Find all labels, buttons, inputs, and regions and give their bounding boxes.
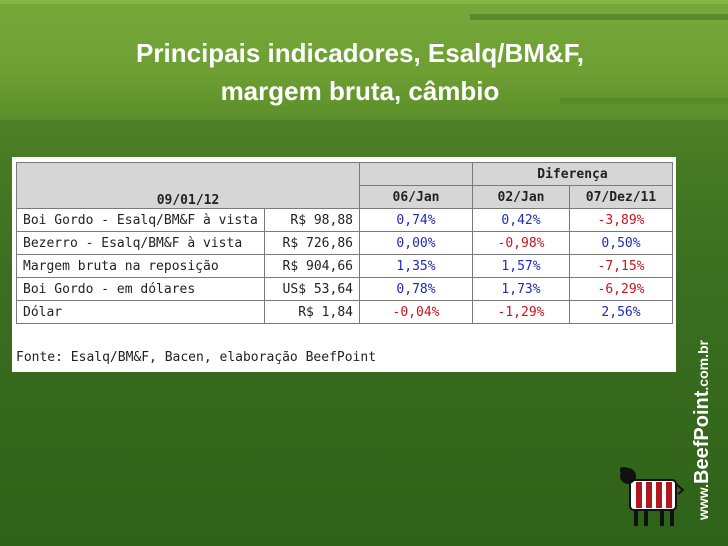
date-header: 09/01/12 xyxy=(16,162,360,209)
table-row: Margem bruta na reposição R$ 904,66 1,35… xyxy=(16,254,673,278)
diff-cell: -7,15% xyxy=(569,254,673,278)
brand-name: BeefPoint xyxy=(691,390,713,484)
decorative-bar xyxy=(560,98,728,104)
row-value: US$ 53,64 xyxy=(263,277,361,301)
row-value: R$ 904,66 xyxy=(263,254,361,278)
diff-cell: 0,78% xyxy=(359,277,473,301)
sheep-logo-icon xyxy=(620,467,685,526)
difference-header: Diferença xyxy=(472,162,673,186)
table-row: Boi Gordo - em dólares US$ 53,64 0,78% 1… xyxy=(16,277,673,301)
row-label: Boi Gordo - em dólares xyxy=(16,277,265,301)
column-header: 06/Jan xyxy=(359,185,473,209)
diff-cell: 1,35% xyxy=(359,254,473,278)
diff-cell: 0,74% xyxy=(359,208,473,232)
column-header: 07/Dez/11 xyxy=(569,185,673,209)
decorative-bar xyxy=(0,0,728,4)
row-value: R$ 98,88 xyxy=(263,208,361,232)
diff-cell: -6,29% xyxy=(569,277,673,301)
row-label: Dólar xyxy=(16,300,265,324)
diff-cell: -0,04% xyxy=(359,300,473,324)
diff-cell: -0,98% xyxy=(472,231,570,255)
table-row: Dólar R$ 1,84 -0,04% -1,29% 2,56% xyxy=(16,300,673,324)
brand-suffix: .com.br xyxy=(695,340,711,391)
diff-cell: -3,89% xyxy=(569,208,673,232)
row-label: Margem bruta na reposição xyxy=(16,254,265,278)
row-value: R$ 726,86 xyxy=(263,231,361,255)
source-note: Fonte: Esalq/BM&F, Bacen, elaboração Bee… xyxy=(16,350,377,365)
diff-cell: 0,00% xyxy=(359,231,473,255)
decorative-bar xyxy=(470,14,728,20)
table-row: Bezerro - Esalq/BM&F à vista R$ 726,86 0… xyxy=(16,231,673,255)
diff-cell: 1,57% xyxy=(472,254,570,278)
row-label: Boi Gordo - Esalq/BM&F à vista xyxy=(16,208,265,232)
table-row: Boi Gordo - Esalq/BM&F à vista R$ 98,88 … xyxy=(16,208,673,232)
indicators-table: 09/01/12 Diferença 06/Jan 02/Jan 07/Dez/… xyxy=(16,162,673,324)
slide-title: Principais indicadores, Esalq/BM&F, marg… xyxy=(40,34,680,110)
row-value: R$ 1,84 xyxy=(263,300,361,324)
diff-cell: 0,42% xyxy=(472,208,570,232)
header-spacer xyxy=(359,162,473,186)
diff-cell: 2,56% xyxy=(569,300,673,324)
title-line-2: margem bruta, câmbio xyxy=(220,76,500,106)
row-label: Bezerro - Esalq/BM&F à vista xyxy=(16,231,265,255)
diff-cell: -1,29% xyxy=(472,300,570,324)
diff-cell: 0,50% xyxy=(569,231,673,255)
title-line-1: Principais indicadores, Esalq/BM&F, xyxy=(136,38,584,68)
brand-logo-text: www.BeefPoint.com.br xyxy=(689,280,715,520)
column-header: 02/Jan xyxy=(472,185,570,209)
brand-prefix: www. xyxy=(695,483,711,520)
diff-cell: 1,73% xyxy=(472,277,570,301)
indicators-panel: 09/01/12 Diferença 06/Jan 02/Jan 07/Dez/… xyxy=(12,157,676,372)
